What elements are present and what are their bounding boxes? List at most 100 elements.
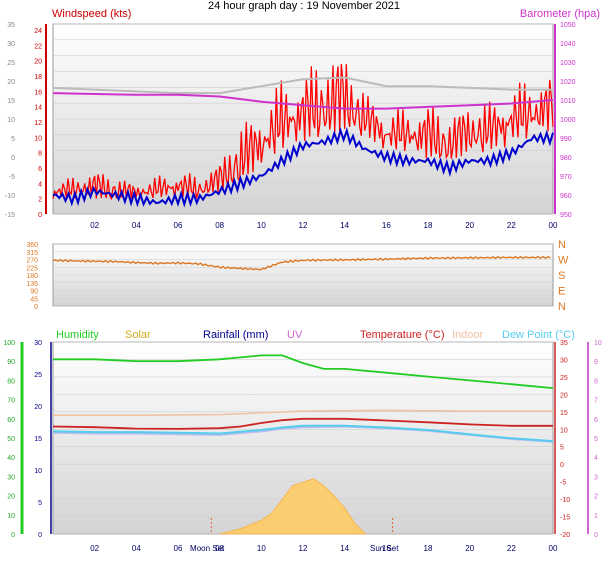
temp-tick: 0	[560, 462, 564, 469]
x-tick-label: 04	[132, 221, 141, 230]
windspeed-tick: 18	[34, 74, 42, 81]
compass-tick: E	[558, 286, 565, 298]
outer-left-tick: -15	[5, 212, 15, 219]
direction-tick: 315	[26, 250, 38, 257]
windspeed-tick: 6	[38, 166, 42, 173]
direction-tick: 135	[26, 281, 38, 288]
uv-tick: 1	[594, 513, 598, 520]
windspeed-tick: 22	[34, 43, 42, 50]
direction-tick: 90	[30, 289, 38, 296]
moon-set-label: Moon Set	[190, 544, 225, 553]
x-tick-label: 20	[465, 221, 474, 230]
x-tick-label: 20	[465, 544, 474, 553]
outer-left-tick: 20	[7, 79, 15, 86]
solar-area	[219, 478, 367, 535]
uv-tick: 0	[594, 532, 598, 539]
compass-tick: W	[558, 255, 569, 267]
humidity-label: Humidity	[56, 329, 99, 341]
temp-tick: 5	[560, 445, 564, 452]
humidity-tick: 100	[3, 340, 15, 347]
x-tick-label: 18	[424, 544, 433, 553]
windspeed-tick: 16	[34, 89, 42, 96]
x-tick-label: 12	[299, 544, 308, 553]
barometer-tick: 1030	[560, 60, 576, 67]
outer-left-tick: 30	[7, 41, 15, 48]
compass-tick: N	[558, 239, 566, 251]
x-tick-label: 04	[132, 544, 141, 553]
rain-tick: 25	[34, 372, 42, 379]
rain-tick: 10	[34, 468, 42, 475]
outer-left-tick: -10	[5, 193, 15, 200]
temp-tick: 20	[560, 392, 568, 399]
uv-tick: 5	[594, 436, 598, 443]
compass-tick: N	[558, 301, 566, 313]
windspeed-tick: 14	[34, 105, 42, 112]
direction-tick: 45	[30, 296, 38, 303]
x-tick-label: 14	[340, 221, 349, 230]
humidity-tick: 80	[7, 378, 15, 385]
x-tick-label: 16	[382, 221, 391, 230]
outer-left-tick: 10	[7, 117, 15, 124]
humidity-tick: 30	[7, 474, 15, 481]
x-tick-label: 18	[424, 221, 433, 230]
x-tick-label: 02	[90, 221, 99, 230]
outer-left-tick: 25	[7, 60, 15, 67]
uv-tick: 3	[594, 474, 598, 481]
direction-line	[52, 255, 551, 271]
graph-title: 24 hour graph day : 19 November 2021	[207, 0, 401, 12]
humidity-tick: 20	[7, 494, 15, 501]
humidity-tick: 40	[7, 455, 15, 462]
uv-label: UV	[287, 329, 303, 341]
barometer-tick: 990	[560, 136, 572, 143]
outer-left-tick: 35	[7, 22, 15, 29]
rain-tick: 0	[38, 532, 42, 539]
direction-tick: 180	[26, 273, 38, 280]
uv-tick: 7	[594, 398, 598, 405]
humidity-tick: 70	[7, 398, 15, 405]
windspeed-label: Windspeed (kts)	[52, 8, 131, 20]
humidity-line	[53, 354, 554, 389]
x-tick-label: 10	[257, 544, 266, 553]
temp-tick: -15	[560, 515, 570, 522]
temp-tick: 25	[560, 375, 568, 382]
x-tick-label: 10	[257, 221, 266, 230]
outer-left-tick: 0	[11, 155, 15, 162]
barometer-label: Barometer (hpa)	[520, 8, 600, 20]
windspeed-tick: 12	[34, 120, 42, 127]
barometer-tick: 1010	[560, 98, 576, 105]
x-tick-label: 12	[299, 221, 308, 230]
x-tick-label: 06	[174, 221, 183, 230]
rainfall-label: Rainfall (mm)	[203, 329, 268, 341]
uv-tick: 10	[594, 340, 602, 347]
outer-left-tick: 5	[11, 136, 15, 143]
barometer-tick: 980	[560, 155, 572, 162]
temp-tick: -10	[560, 497, 570, 504]
windspeed-tick: 24	[34, 28, 42, 35]
rain-tick: 5	[38, 500, 42, 507]
temp-tick: -5	[560, 480, 566, 487]
barometer-tick: 1040	[560, 41, 576, 48]
windspeed-tick: 20	[34, 59, 42, 66]
windspeed-tick: 0	[38, 212, 42, 219]
temp-tick: 35	[560, 340, 568, 347]
x-tick-label: 14	[340, 544, 349, 553]
temperature-label: Temperature (°C)	[360, 329, 444, 341]
uv-tick: 4	[594, 455, 598, 462]
rain-tick: 30	[34, 340, 42, 347]
windspeed-tick: 2	[38, 197, 42, 204]
humidity-tick: 0	[11, 532, 15, 539]
barometer-tick: 1020	[560, 79, 576, 86]
rain-tick: 15	[34, 436, 42, 443]
x-tick-label: 00	[549, 221, 558, 230]
x-tick-label: 08	[215, 221, 224, 230]
dewpoint-line	[52, 424, 554, 443]
direction-tick: 270	[26, 258, 38, 265]
humidity-tick: 10	[7, 513, 15, 520]
direction-tick: 0	[34, 304, 38, 311]
temp-tick: 15	[560, 410, 568, 417]
solar-label: Solar	[125, 329, 151, 341]
barometer-tick: 1000	[560, 117, 576, 124]
windspeed-tick: 10	[34, 135, 42, 142]
outer-left-tick: -5	[9, 174, 15, 181]
